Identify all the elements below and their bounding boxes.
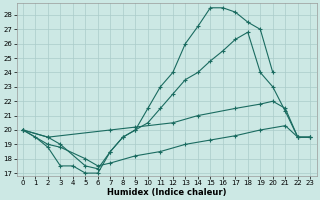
X-axis label: Humidex (Indice chaleur): Humidex (Indice chaleur)	[107, 188, 226, 197]
